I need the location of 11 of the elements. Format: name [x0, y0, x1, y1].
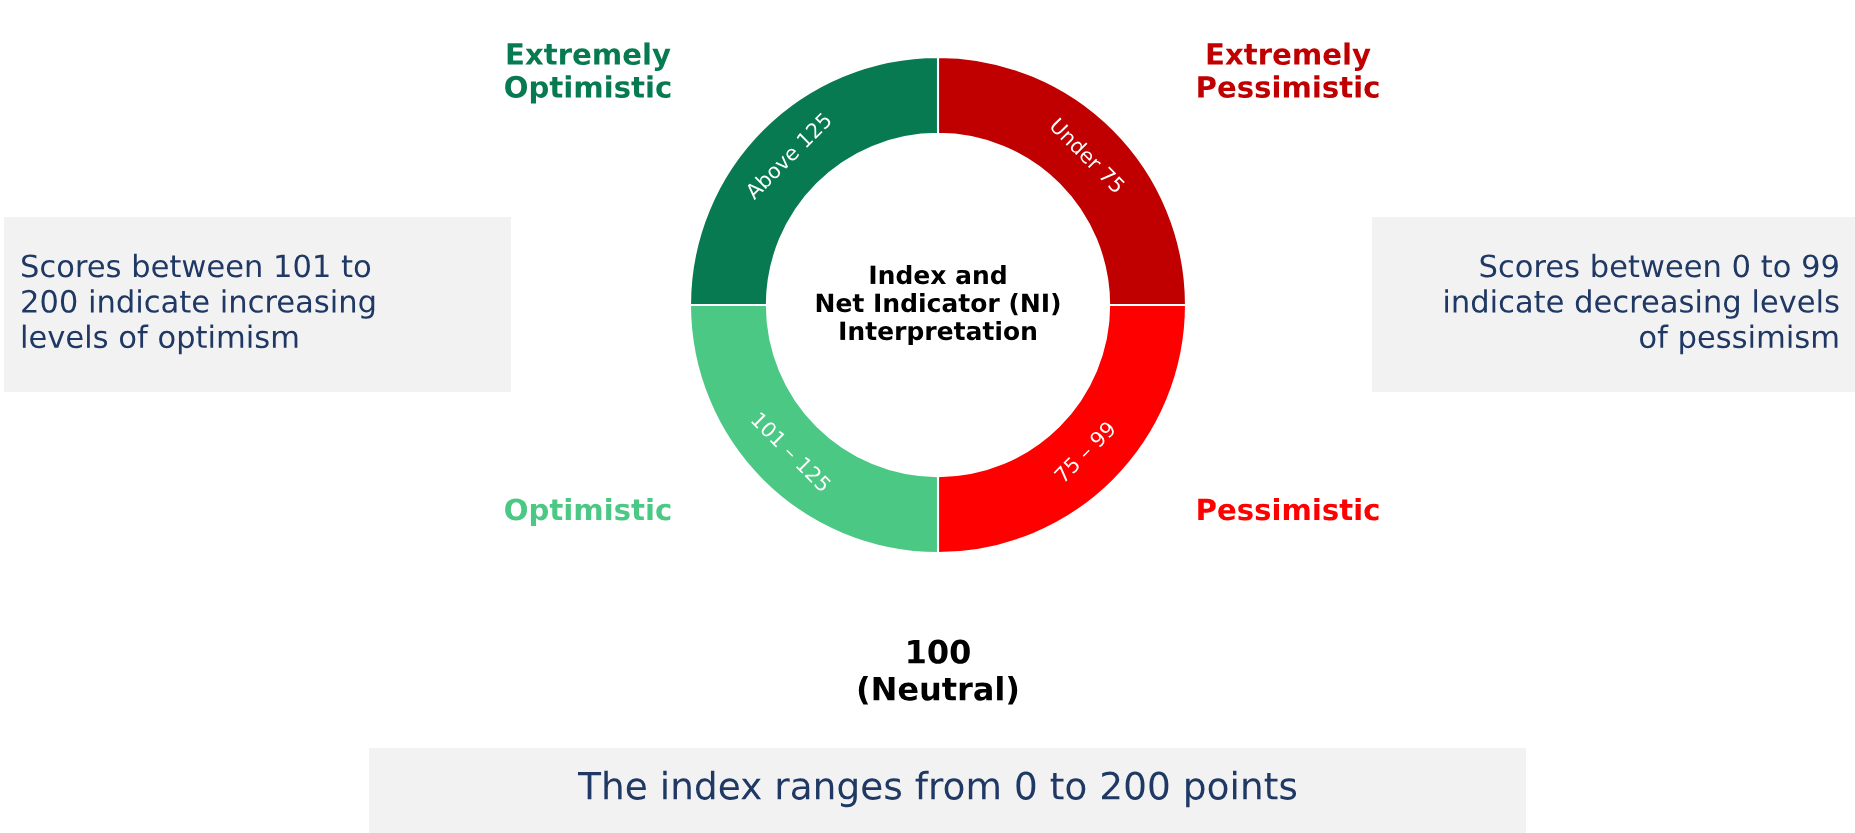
text: Index and Net Indicator (NI) Interpretation — [816, 264, 1060, 346]
text: 101 – 125 — [750, 411, 832, 493]
slice-label: Optimistic — [505, 497, 671, 527]
text: 100 (Neutral) — [858, 639, 1018, 705]
text: The index ranges from 0 to 200 points — [577, 770, 1297, 808]
text: Scores between 101 to 200 indicate increasing levels of optimism — [22, 253, 375, 355]
text: Scores between 0 to 99 indicate decreasing levels of pessimism — [1445, 253, 1839, 355]
text: 75 – 99 — [1053, 420, 1117, 484]
slice-label: Extremely Optimistic — [505, 42, 671, 104]
slice-label: Extremely Pessimistic — [1198, 42, 1379, 98]
slice-label: Pessimistic — [1198, 497, 1379, 521]
